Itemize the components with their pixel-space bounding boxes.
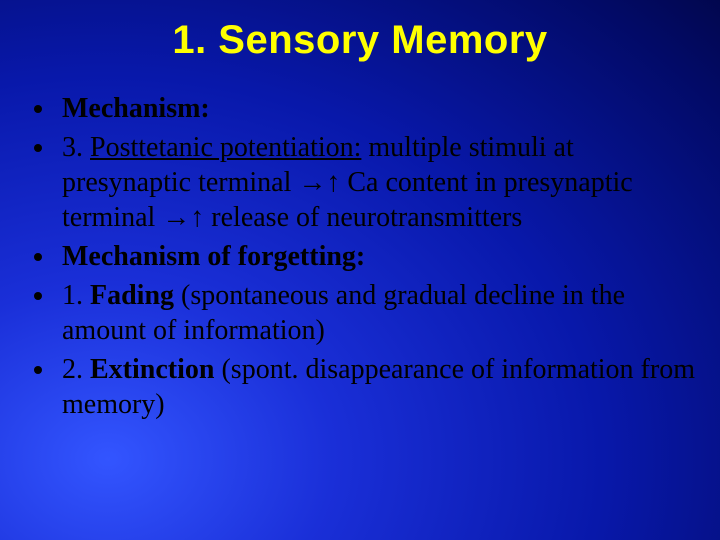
bullet-item: Mechanism of forgetting: — [34, 239, 696, 274]
bullet-dot-icon — [34, 253, 42, 261]
bullet-item: 3. Posttetanic potentiation: multiple st… — [34, 130, 696, 235]
bullet-dot-icon — [34, 366, 42, 374]
bullet-item: 2. Extinction (spont. disappearance of i… — [34, 352, 696, 422]
bullet-dot-icon — [34, 292, 42, 300]
bullet-item: 1. Fading (spontaneous and gradual decli… — [34, 278, 696, 348]
bullet-text: 3. Posttetanic potentiation: multiple st… — [62, 130, 696, 235]
bullet-text: 1. Fading (spontaneous and gradual decli… — [62, 278, 696, 348]
slide-content: Mechanism: 3. Posttetanic potentiation: … — [0, 91, 720, 422]
bullet-text: Mechanism of forgetting: — [62, 239, 365, 274]
bullet-text: Mechanism: — [62, 91, 210, 126]
bullet-item: Mechanism: — [34, 91, 696, 126]
bullet-text: 2. Extinction (spont. disappearance of i… — [62, 352, 696, 422]
bullet-dot-icon — [34, 144, 42, 152]
bullet-dot-icon — [34, 105, 42, 113]
slide-title: 1. Sensory Memory — [0, 0, 720, 91]
